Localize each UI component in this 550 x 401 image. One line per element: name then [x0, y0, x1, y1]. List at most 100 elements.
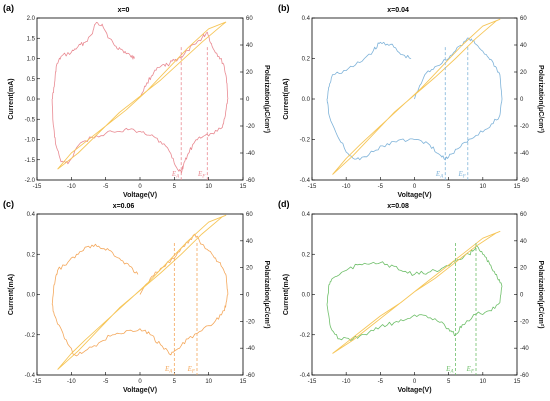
y-right-axis-label: Polarization(μC/cm²) [263, 260, 270, 328]
x-tick-label: -15 [308, 184, 317, 190]
panel-letter: (b) [278, 3, 290, 13]
y-left-tick-label: 0.2 [302, 57, 311, 63]
panel-title: x=0.08 [387, 203, 409, 210]
current-trace-2 [326, 98, 503, 161]
x-tick-label: -10 [342, 184, 351, 190]
y-right-tick-label: -60 [520, 373, 529, 379]
y-right-tick-label: 40 [246, 43, 253, 49]
x-tick-label: 0 [138, 379, 142, 385]
x-tick-label: 5 [173, 184, 177, 190]
panel-b: -15 -10 -5 0 5 10 15 -0.4 -0.2 0.0 0.2 0.4 -60 -40 -20… [278, 3, 544, 199]
y-left-tick-label: 0.4 [302, 16, 311, 22]
y-right-tick-label: 60 [246, 16, 253, 22]
y-right-tick-label: 20 [520, 266, 527, 272]
x-axis-label: Voltage(V) [397, 387, 431, 394]
panel-letter: (a) [3, 3, 14, 13]
y-left-tick-label: -0.4 [300, 373, 311, 379]
x-tick-label: -15 [33, 184, 42, 190]
y-right-axis-label: Polarization(μC/cm²) [537, 65, 544, 133]
y-right-tick-label: -60 [246, 178, 255, 184]
y-left-tick-label: 0.4 [302, 212, 311, 218]
y-left-tick-label: -0.4 [300, 178, 311, 184]
x-tick-label: -15 [308, 379, 317, 385]
y-left-tick-label: 2.0 [27, 16, 36, 22]
x-tick-label: 10 [205, 184, 212, 190]
marker-label: EA [164, 365, 173, 375]
x-tick-label: -5 [103, 184, 109, 190]
y-left-tick-label: -0.5 [25, 117, 36, 123]
polarization-loop [332, 230, 501, 354]
x-tick-label: -10 [67, 379, 76, 385]
x-tick-label: 0 [138, 184, 142, 190]
marker-label: EF [187, 365, 196, 375]
y-right-tick-label: 20 [520, 70, 527, 76]
y-left-tick-label: 0.2 [302, 252, 311, 258]
y-right-tick-label: -60 [520, 178, 529, 184]
y-left-axis-label: Current(mA) [283, 78, 290, 119]
y-right-tick-label: 0 [520, 293, 524, 299]
y-right-tick-label: 60 [246, 212, 253, 218]
x-tick-label: 15 [514, 379, 521, 385]
y-left-tick-label: 0.4 [27, 212, 36, 218]
y-right-tick-label: -40 [520, 151, 529, 157]
y-right-tick-label: 0 [520, 97, 524, 103]
current-trace-2 [52, 294, 229, 357]
panel-title: x=0.04 [387, 7, 409, 14]
x-tick-label: -10 [67, 184, 76, 190]
y-right-tick-label: 20 [246, 70, 253, 76]
y-right-tick-label: 40 [520, 239, 527, 245]
y-left-tick-label: -0.2 [300, 138, 311, 144]
y-left-tick-label: -0.4 [25, 373, 36, 379]
y-left-tick-label: 0.5 [27, 77, 36, 83]
panel-a: -15 -10 -5 0 5 10 15 -2.0 -1.5 -1.0 -0.5 0.0 0.5 1.0 1… [3, 3, 270, 199]
x-tick-label: -10 [342, 379, 351, 385]
y-left-axis-label: Current(mA) [8, 274, 15, 315]
marker-label: EA [171, 170, 180, 180]
x-tick-label: 0 [413, 184, 417, 190]
x-tick-label: 0 [413, 379, 417, 385]
panel-c: -15 -10 -5 0 5 10 15 -0.4 -0.2 0.0 0.2 0.4 -60 -40 -20… [3, 199, 270, 394]
y-right-tick-label: -20 [520, 319, 529, 325]
marker-label: EA [435, 170, 444, 180]
x-tick-label: -5 [378, 379, 384, 385]
y-right-tick-label: -20 [246, 319, 255, 325]
x-tick-label: 5 [447, 379, 451, 385]
y-left-tick-label: 0.0 [302, 97, 311, 103]
y-right-tick-label: 20 [246, 266, 253, 272]
y-left-tick-label: 1.0 [27, 57, 36, 63]
x-tick-label: 15 [514, 184, 521, 190]
y-left-tick-label: 0.0 [302, 293, 311, 299]
polarization-loop [57, 214, 227, 370]
y-left-axis-label: Current(mA) [283, 274, 290, 315]
x-tick-label: 5 [173, 379, 177, 385]
y-left-tick-label: 1.5 [27, 36, 36, 42]
y-left-tick-label: -2.0 [25, 178, 36, 184]
y-right-tick-label: 0 [246, 97, 250, 103]
marker-label: EF [466, 365, 475, 375]
current-trace-0 [326, 245, 503, 305]
polarization-loop [57, 21, 227, 170]
y-left-tick-label: -1.0 [25, 138, 36, 144]
y-right-tick-label: -40 [246, 151, 255, 157]
y-right-tick-label: 0 [246, 293, 250, 299]
x-tick-label: 5 [447, 184, 451, 190]
panel-letter: (c) [3, 199, 14, 209]
y-right-tick-label: -40 [246, 346, 255, 352]
x-axis-label: Voltage(V) [123, 387, 157, 394]
x-axis-label: Voltage(V) [123, 192, 157, 199]
x-tick-label: -15 [33, 379, 42, 385]
y-right-axis-label: Polarization(μC/cm²) [263, 65, 270, 133]
marker-label: EA [445, 365, 454, 375]
current-trace-0 [326, 41, 412, 100]
y-right-tick-label: 40 [246, 239, 253, 245]
y-right-tick-label: -40 [520, 346, 529, 352]
current-trace-1 [326, 286, 503, 341]
y-left-tick-label: -0.2 [25, 333, 36, 339]
y-right-tick-label: -20 [246, 124, 255, 130]
y-left-tick-label: -1.5 [25, 158, 36, 164]
current-trace-0 [51, 21, 135, 100]
y-left-tick-label: -0.2 [300, 333, 311, 339]
y-right-tick-label: -20 [520, 124, 529, 130]
polarization-loop [332, 18, 501, 175]
